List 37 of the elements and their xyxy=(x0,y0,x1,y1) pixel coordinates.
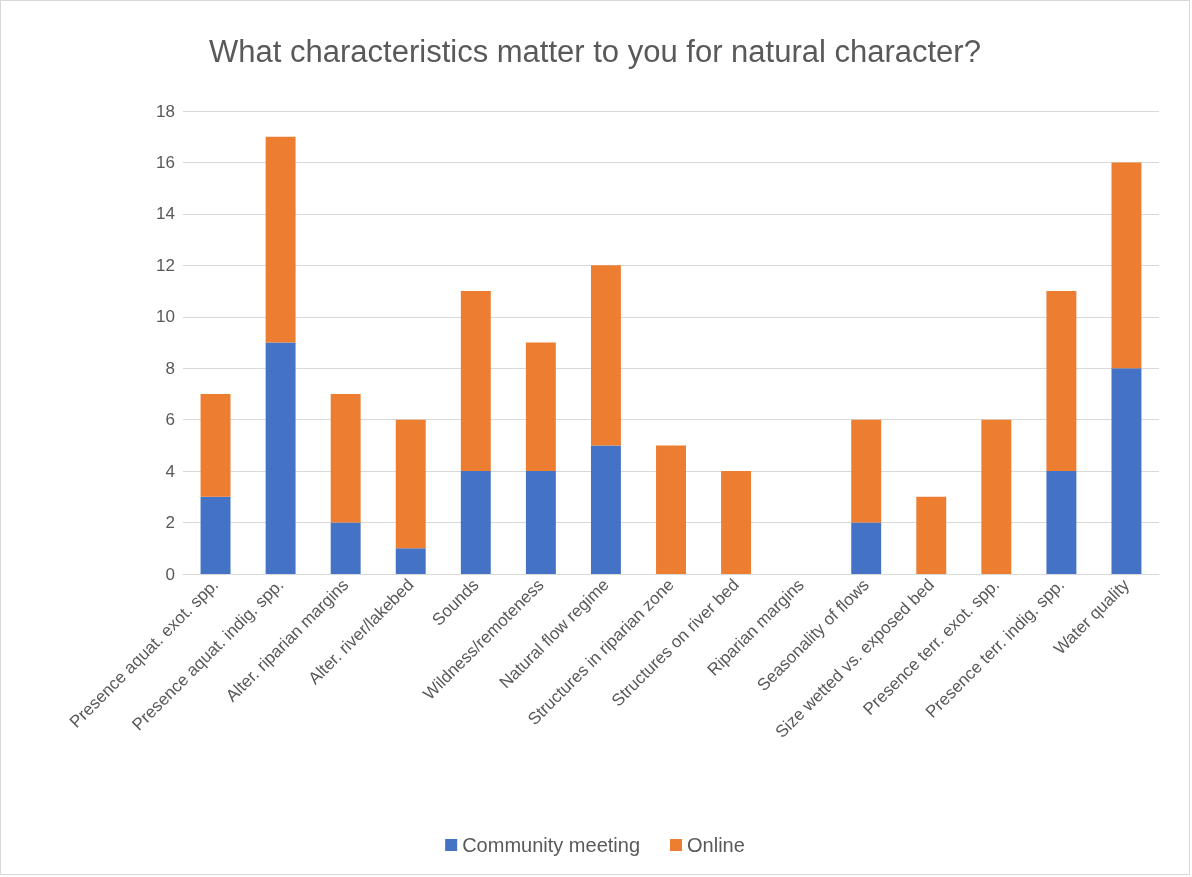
y-tick-label: 16 xyxy=(156,152,175,172)
bar xyxy=(200,393,231,497)
bar xyxy=(851,522,882,574)
bar xyxy=(981,419,1012,574)
y-tick-label: 14 xyxy=(156,204,175,224)
bar xyxy=(721,471,752,574)
bar xyxy=(851,419,882,523)
bar xyxy=(265,342,296,574)
y-tick-label: 4 xyxy=(165,461,175,481)
bar xyxy=(656,445,686,574)
bar xyxy=(525,342,556,472)
bar xyxy=(1111,162,1142,369)
y-tick-label: 6 xyxy=(165,410,175,430)
bar xyxy=(1111,368,1142,574)
bar xyxy=(590,265,621,446)
bar xyxy=(330,522,361,574)
bar xyxy=(525,471,556,574)
bar xyxy=(395,548,426,574)
bar xyxy=(916,496,947,574)
y-tick-label: 12 xyxy=(156,255,175,275)
y-tick-label: 2 xyxy=(165,513,175,533)
y-tick-label: 8 xyxy=(165,358,175,378)
bar xyxy=(460,291,491,472)
bar xyxy=(395,419,426,549)
bar xyxy=(330,393,361,523)
bar xyxy=(200,496,231,574)
y-tick-label: 0 xyxy=(165,564,175,584)
bar xyxy=(460,471,491,574)
bar xyxy=(1046,291,1077,472)
chart-title: What characteristics matter to you for natural character? xyxy=(209,34,981,69)
bar xyxy=(1046,471,1077,574)
legend-label: Community meeting xyxy=(462,834,641,856)
bar xyxy=(265,136,296,343)
bar xyxy=(590,445,621,574)
y-tick-label: 18 xyxy=(156,101,175,121)
legend-label: Online xyxy=(687,834,745,856)
y-tick-label: 10 xyxy=(156,307,175,327)
